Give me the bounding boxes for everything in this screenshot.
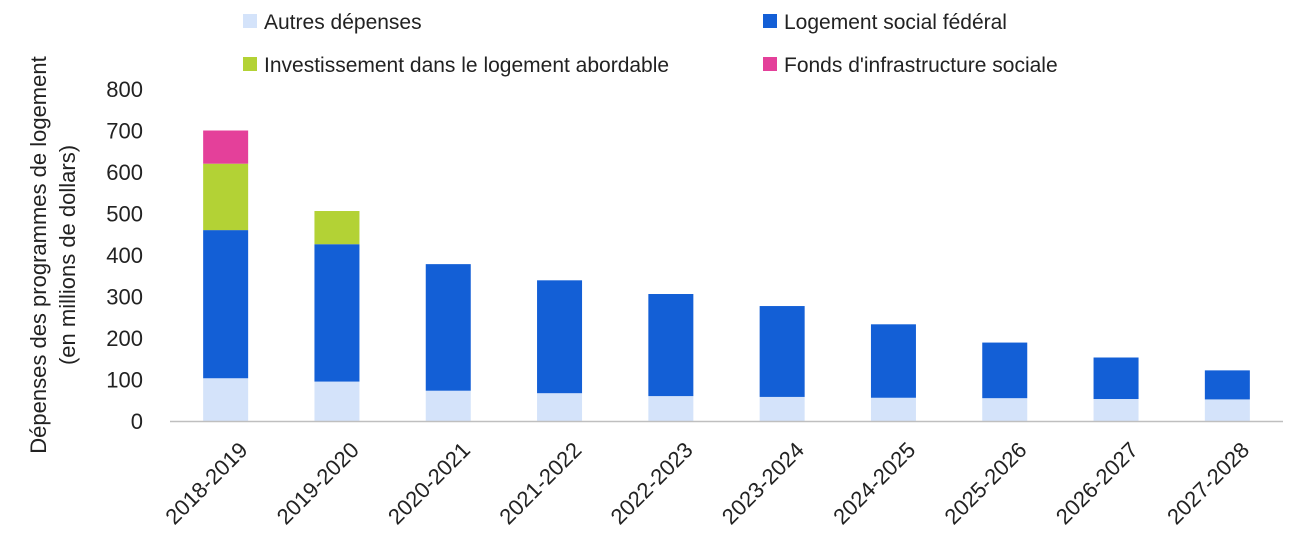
y-axis-title-line: (en millions de dollars) [55, 145, 80, 365]
y-tick-label: 700 [106, 119, 143, 144]
bar-segment [1204, 370, 1250, 400]
y-tick-label: 600 [106, 160, 143, 185]
legend-swatch [763, 57, 777, 71]
legend: Autres dépenses Logement social fédéral In… [243, 11, 1058, 77]
y-tick-label: 0 [131, 409, 143, 434]
legend-label: Fonds d'infrastructure sociale [784, 54, 1058, 77]
bar-segment [870, 397, 916, 421]
y-axis-title: Dépenses des programmes de logement (en m… [26, 56, 80, 453]
bar-segment [203, 130, 249, 164]
x-tick-label: 2020-2021 [383, 437, 475, 529]
bar-segment [759, 396, 805, 421]
bar-segment [648, 396, 694, 421]
bar-segment [537, 280, 583, 394]
bar-segment [982, 342, 1028, 399]
bar-segment [870, 324, 916, 398]
x-axis-ticks: 2018-2019 2019-2020 2020-2021 2021-2022 2022… [160, 437, 1254, 529]
legend-item: Logement social fédéral [763, 11, 1007, 34]
x-tick-label: 2027-2028 [1162, 437, 1254, 529]
y-tick-label: 800 [106, 77, 143, 102]
y-tick-label: 200 [106, 326, 143, 351]
bar-segment [203, 163, 249, 231]
x-tick-label: 2022-2023 [606, 437, 698, 529]
legend-item: Autres dépenses [243, 11, 422, 34]
y-axis-title-line: Dépenses des programmes de logement [26, 56, 51, 453]
bar-segment [425, 264, 471, 391]
bar-segment [203, 378, 249, 421]
legend-swatch [243, 14, 257, 28]
bar-segment [425, 390, 471, 421]
legend-item: Fonds d'infrastructure sociale [763, 54, 1058, 77]
x-tick-label: 2018-2019 [160, 437, 252, 529]
y-tick-label: 500 [106, 202, 143, 227]
legend-label: Investissement dans le logement abordabl… [264, 54, 669, 77]
legend-swatch [763, 14, 777, 28]
y-tick-label: 300 [106, 285, 143, 310]
bar-segment [759, 306, 805, 397]
x-tick-label: 2026-2027 [1051, 437, 1143, 529]
bar-segment [1204, 399, 1250, 421]
bar-segment [203, 230, 249, 379]
bar-segment [314, 381, 360, 421]
y-axis-ticks: 0 100 200 300 400 500 600 700 800 [106, 77, 143, 434]
bar-segment [537, 393, 583, 421]
bar-segment [1093, 357, 1139, 400]
x-tick-label: 2024-2025 [828, 437, 920, 529]
bar-segment [1093, 399, 1139, 421]
x-tick-label: 2023-2024 [717, 437, 809, 529]
x-tick-label: 2021-2022 [494, 437, 586, 529]
x-tick-label: 2019-2020 [272, 437, 364, 529]
bar-segment [982, 398, 1028, 421]
bar-segment [648, 294, 694, 397]
legend-swatch [243, 57, 257, 71]
legend-label: Logement social fédéral [784, 11, 1007, 34]
bars [203, 130, 1250, 421]
legend-label: Autres dépenses [264, 11, 422, 34]
x-tick-label: 2025-2026 [940, 437, 1032, 529]
bar-segment [314, 211, 360, 245]
bar-segment [314, 244, 360, 382]
legend-item: Investissement dans le logement abordabl… [243, 54, 669, 77]
y-tick-label: 400 [106, 243, 143, 268]
y-tick-label: 100 [106, 368, 143, 393]
